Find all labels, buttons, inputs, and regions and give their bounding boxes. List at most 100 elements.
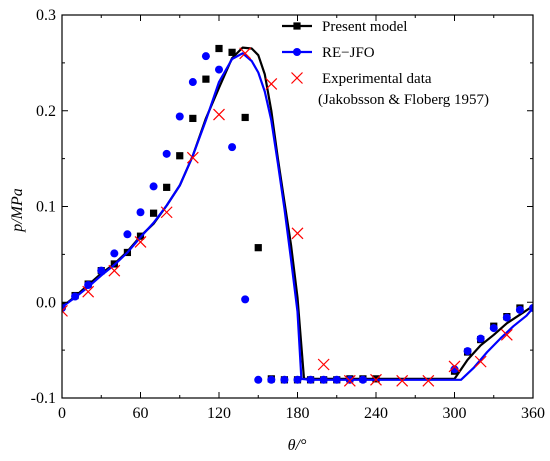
legend-marker-experimental-data	[291, 72, 303, 84]
data-point-re-jfo	[358, 375, 367, 384]
x-marker-stroke	[134, 236, 147, 248]
legend-item-re-jfo: RE−JFO	[282, 45, 375, 61]
x-tick-label: 360	[521, 405, 545, 422]
data-point-re-jfo	[267, 375, 276, 384]
legend-marker-re-jfo	[293, 48, 301, 56]
data-point-experimental-data	[134, 236, 147, 248]
data-point-present-model	[228, 48, 236, 56]
y-axis-label: p/MPa	[9, 188, 26, 233]
x-marker-stroke	[265, 78, 278, 90]
x-axis-label: θ/°	[288, 437, 307, 454]
x-marker-stroke	[343, 374, 356, 387]
data-point-re-jfo	[515, 305, 524, 314]
data-point-re-jfo	[345, 375, 354, 384]
data-point-experimental-data	[396, 374, 409, 387]
data-point-experimental-data	[370, 373, 382, 386]
x-marker-stroke	[500, 328, 513, 341]
data-point-experimental-data	[343, 374, 356, 387]
data-point-re-jfo	[254, 375, 263, 384]
y-tick-label: 0.3	[36, 7, 56, 24]
x-tick-label: 120	[207, 405, 231, 422]
data-point-experimental-data	[108, 264, 121, 277]
data-point-re-jfo	[476, 334, 485, 343]
x-marker-stroke	[422, 374, 435, 387]
data-point-re-jfo	[228, 143, 237, 152]
data-point-experimental-data	[160, 206, 173, 219]
data-point-re-jfo	[489, 324, 498, 333]
data-point-present-model	[163, 183, 171, 191]
data-point-experimental-data	[448, 360, 461, 373]
legend-label-re-jfo: RE−JFO	[322, 45, 375, 61]
data-point-re-jfo	[188, 78, 197, 87]
y-tick-label: 0.1	[36, 199, 56, 216]
data-point-experimental-data	[500, 328, 513, 341]
x-marker-stroke	[62, 304, 68, 312]
data-point-experimental-data	[291, 227, 304, 240]
x-marker-stroke	[474, 355, 487, 368]
data-point-re-jfo	[319, 375, 328, 384]
x-tick-label: 60	[133, 405, 149, 422]
x-marker-stroke	[82, 285, 95, 298]
x-marker-stroke	[370, 373, 382, 386]
data-point-present-model	[202, 75, 210, 83]
data-point-present-model	[149, 209, 158, 217]
data-point-re-jfo	[71, 292, 80, 301]
data-point-present-model	[176, 152, 184, 160]
data-point-present-model	[215, 44, 223, 53]
data-point-re-jfo	[529, 303, 533, 312]
x-tick-label: 240	[364, 405, 388, 422]
x-marker-stroke	[317, 358, 330, 371]
data-point-re-jfo	[463, 347, 472, 356]
data-point-experimental-data	[239, 47, 252, 60]
x-marker-stroke	[396, 374, 409, 387]
x-tick-label: 300	[443, 405, 467, 422]
x-marker-stroke	[291, 227, 304, 240]
y-tick-label: 0.0	[36, 294, 56, 311]
x-marker-stroke	[108, 264, 121, 277]
data-point-experimental-data	[62, 304, 68, 317]
plot-frame	[61, 14, 534, 399]
data-point-re-jfo	[97, 266, 106, 275]
legend-label-present-model: Present model	[322, 19, 407, 35]
legend-label-detail: (Jakobsson & Floberg 1957)	[318, 92, 489, 108]
y-tick-label: -0.1	[31, 390, 56, 407]
data-point-present-model	[254, 244, 262, 252]
legend-marker-present-model	[293, 22, 301, 30]
x-marker-stroke	[239, 47, 252, 60]
data-point-present-model	[241, 113, 249, 122]
x-tick-label: 180	[286, 405, 310, 422]
data-point-experimental-data	[186, 151, 199, 164]
data-point-re-jfo	[84, 281, 93, 290]
data-point-re-jfo	[215, 65, 223, 74]
data-point-re-jfo	[149, 182, 158, 191]
x-marker-stroke	[448, 360, 461, 373]
legend-item-experimental-data: Experimental data (Jakobsson & Floberg 19…	[291, 71, 489, 108]
data-point-re-jfo	[332, 375, 341, 384]
data-point-re-jfo	[162, 149, 171, 158]
series-layer	[62, 44, 533, 387]
legend-item-present-model: Present model	[282, 19, 407, 35]
data-point-re-jfo	[241, 295, 250, 304]
data-point-experimental-data	[317, 358, 330, 371]
legend-label-experimental-data: Experimental data	[322, 71, 432, 87]
data-point-experimental-data	[474, 355, 487, 368]
series-experimental-data	[62, 47, 513, 387]
data-point-present-model	[189, 114, 197, 123]
data-point-experimental-data	[422, 374, 435, 387]
data-point-experimental-data	[213, 108, 225, 121]
series-line-re-jfo	[62, 52, 533, 381]
data-point-re-jfo	[110, 249, 119, 258]
data-point-experimental-data	[265, 78, 278, 90]
data-point-re-jfo	[306, 375, 315, 384]
legend: Present model RE−JFO Experimental data (Jak…	[282, 19, 489, 108]
x-marker-stroke	[186, 151, 199, 164]
data-point-re-jfo	[201, 52, 210, 61]
x-marker-stroke	[291, 72, 303, 84]
data-point-re-jfo	[136, 208, 145, 217]
data-point-re-jfo	[280, 375, 289, 384]
data-point-re-jfo	[123, 230, 132, 239]
y-tick-label: 0.2	[36, 103, 56, 120]
x-marker-stroke	[213, 108, 225, 121]
axes-layer: 0 60 120 180 240 300 360 -0.1 0.0 0.1 0.2 0.3	[31, 7, 545, 422]
x-marker-stroke	[62, 310, 68, 317]
